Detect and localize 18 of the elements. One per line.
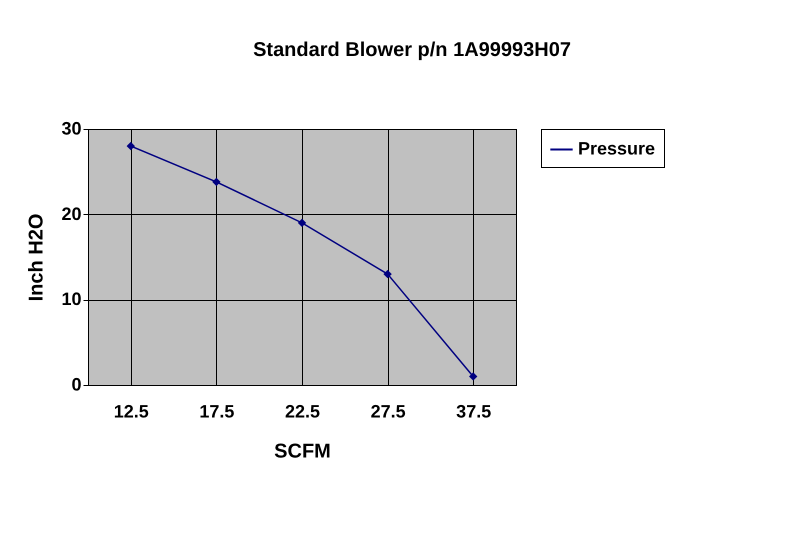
y-tick-label: 20 [61, 204, 82, 224]
chart-title: Standard Blower p/n 1A99993H07 [253, 39, 571, 61]
legend-label: Pressure [578, 138, 656, 158]
x-tick-label: 27.5 [370, 402, 406, 422]
x-tick-label: 17.5 [199, 402, 234, 422]
y-axis-title: Inch H2O [25, 214, 48, 302]
point [126, 142, 135, 150]
y-tick-label: 30 [61, 118, 82, 138]
point [383, 270, 392, 278]
x-tick-label: 22.5 [284, 402, 320, 422]
x-axis-title: SCFM [274, 440, 331, 462]
y-tick-label: 0 [71, 374, 82, 394]
point [212, 178, 221, 186]
point [469, 372, 478, 381]
x-tick-label: 37.5 [456, 402, 492, 422]
x-tick-label: 12.5 [114, 402, 149, 422]
point [298, 218, 306, 228]
y-tick-label: 10 [61, 289, 82, 310]
